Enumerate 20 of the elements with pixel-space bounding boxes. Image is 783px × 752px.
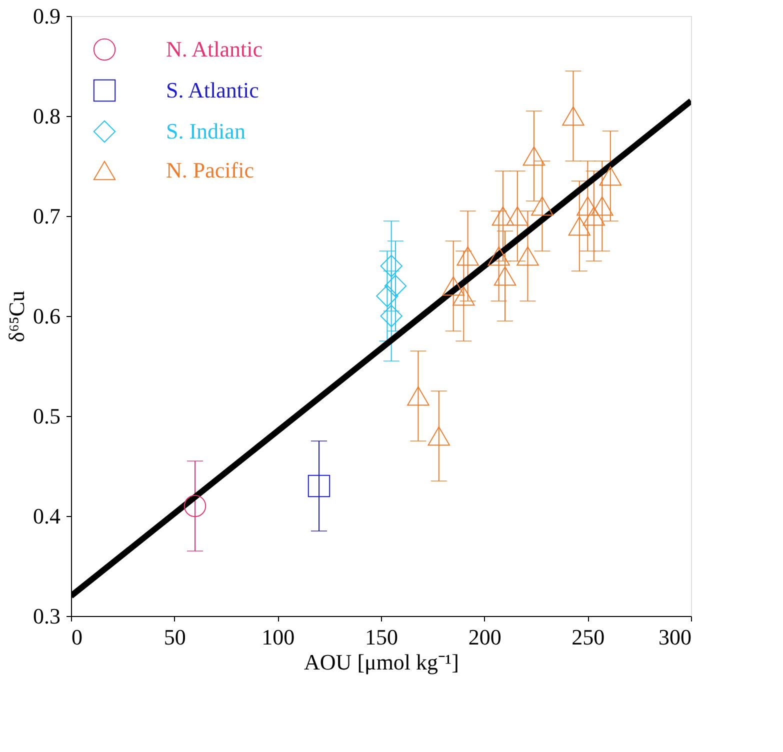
y-axis-title: δ⁶⁵Cu — [4, 290, 29, 342]
x-tick-label: 50 — [164, 624, 186, 650]
y-tick-label: 0.6 — [33, 304, 60, 328]
x-axis-title: AOU [μmol kg⁻¹] — [304, 650, 459, 674]
y-tick-label: 0.8 — [33, 104, 60, 128]
x-tick-label: 0 — [72, 624, 82, 650]
y-tick-label: 0.5 — [33, 404, 60, 428]
x-tick-label: 200 — [468, 624, 502, 650]
legend-label: N. Pacific — [166, 158, 254, 182]
y-tick-label: 0.3 — [33, 604, 60, 628]
y-tick-label: 0.4 — [33, 504, 60, 528]
x-tick-label: 250 — [572, 624, 605, 650]
x-tick-label: 100 — [262, 624, 295, 650]
x-tick-label: 300 — [658, 624, 692, 650]
legend-label: S. Atlantic — [166, 78, 260, 102]
y-tick-label: 0.7 — [33, 204, 60, 228]
x-tick-label: 150 — [365, 624, 398, 650]
y-tick-label: 0.9 — [33, 4, 60, 28]
legend-label: N. Atlantic — [166, 36, 263, 62]
legend-label: S. Indian — [166, 118, 246, 144]
